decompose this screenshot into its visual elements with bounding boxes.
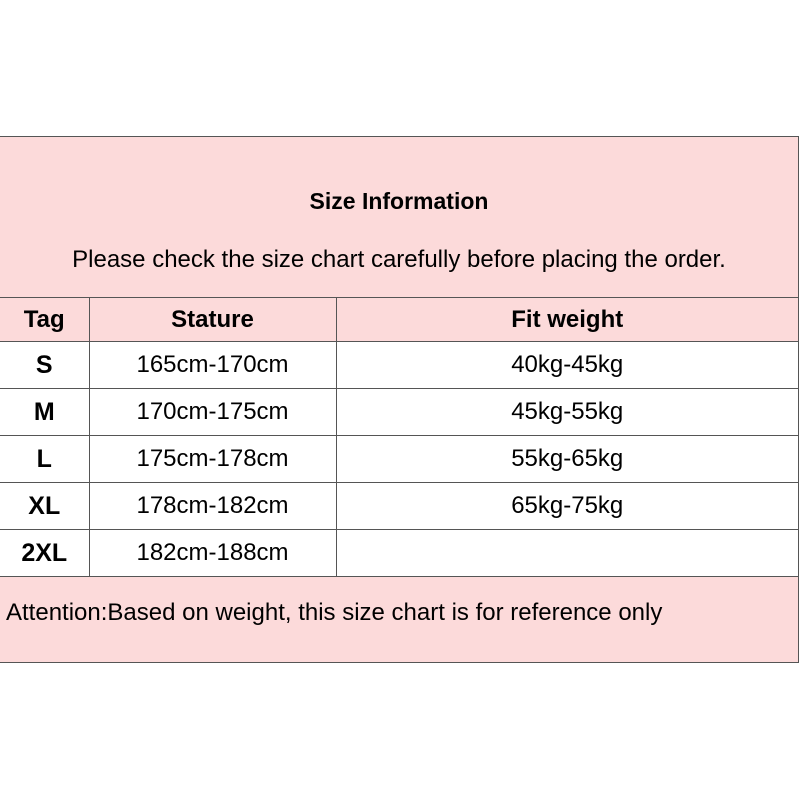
table-row: L 175cm-178cm 55kg-65kg [0,435,798,483]
size-tag: 2XL [0,529,90,577]
chart-subtitle: Please check the size chart carefully be… [72,246,726,273]
stature-cell: 175cm-178cm [88,435,337,483]
size-table: Tag Stature Fit weight S 165cm-170cm 40k… [0,297,798,577]
weight-cell: 40kg-45kg [335,341,798,389]
weight-cell: 65kg-75kg [335,482,798,530]
attention-note: Attention:Based on weight, this size cha… [0,577,798,662]
weight-cell [335,529,798,577]
attention-text: Attention:Based on weight, this size cha… [6,599,663,626]
chart-title: Size Information [309,188,489,214]
size-chart-header: Size Information Please check the size c… [0,136,798,298]
stature-cell: 182cm-188cm [88,529,337,577]
size-tag: S [0,341,90,389]
column-header-weight: Fit weight [335,297,798,342]
weight-cell: 55kg-65kg [335,435,798,483]
weight-cell: 45kg-55kg [335,388,798,436]
size-tag: XL [0,482,90,530]
table-row: XL 178cm-182cm 65kg-75kg [0,482,798,530]
stature-cell: 178cm-182cm [88,482,337,530]
size-chart-border [0,136,799,663]
table-row: 2XL 182cm-188cm [0,529,798,577]
size-tag: L [0,435,90,483]
table-row: S 165cm-170cm 40kg-45kg [0,341,798,389]
stature-cell: 170cm-175cm [88,388,337,436]
stature-cell: 165cm-170cm [88,341,337,389]
